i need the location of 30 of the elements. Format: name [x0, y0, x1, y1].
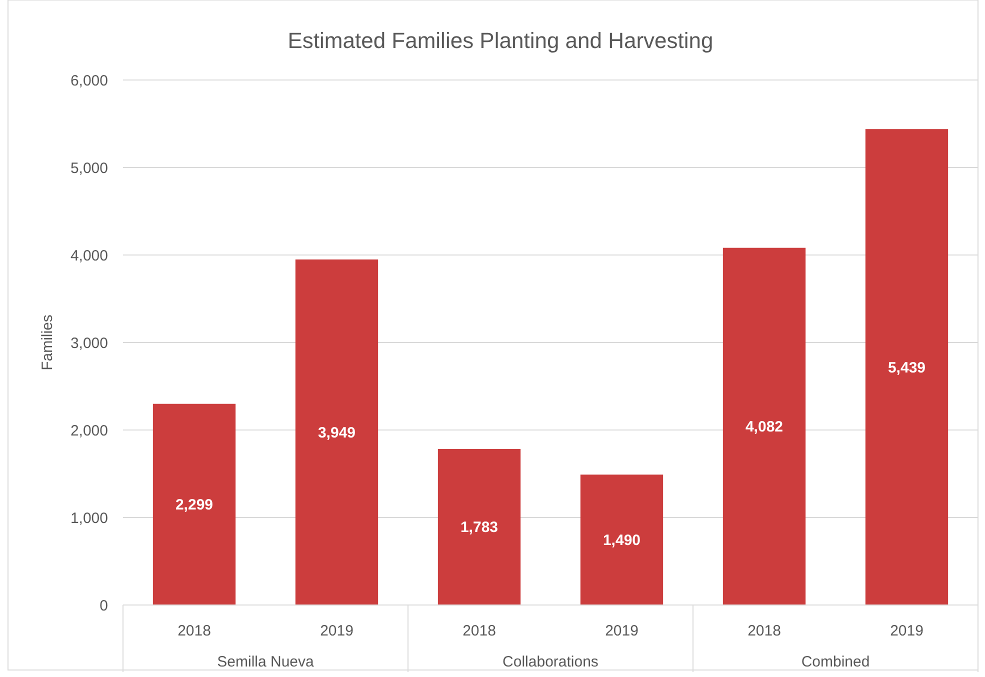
x-tick-label: 2019 — [605, 622, 638, 640]
data-label: 1,783 — [460, 519, 498, 536]
y-tick-label: 1,000 — [70, 510, 108, 527]
bar — [722, 248, 806, 605]
y-tick-label: 5,000 — [70, 160, 108, 177]
x-tick-label: 2019 — [890, 622, 924, 640]
y-tick-label: 3,000 — [70, 334, 108, 352]
bar — [295, 259, 378, 605]
x-tick-label: 2019 — [320, 622, 354, 640]
x-tick-label: 2018 — [178, 622, 211, 640]
bar — [580, 474, 664, 605]
x-tick-label: 2018 — [748, 622, 781, 640]
text: Collaborations — [502, 653, 598, 670]
text: Semilla Nueva — [217, 653, 315, 670]
x-tick-label: 2018 — [462, 622, 496, 640]
bar — [438, 448, 521, 605]
y-tick-label: 4,000 — [70, 247, 108, 264]
data-label: 5,439 — [888, 359, 926, 376]
bar — [152, 404, 236, 605]
data-label: 4,082 — [745, 418, 784, 436]
data-label: 3,949 — [318, 424, 356, 442]
data-label: 1,490 — [602, 532, 641, 550]
y-tick-label: 6,000 — [70, 72, 108, 90]
text: Combined — [801, 653, 870, 670]
y-tick-label: 2,000 — [70, 422, 108, 440]
y-axis-title: Families — [39, 314, 56, 370]
chart-title: Estimated Families Planting and Harvesting — [288, 28, 714, 53]
y-tick-label: 0 — [100, 597, 108, 614]
bar — [865, 129, 948, 605]
data-label: 2,299 — [175, 496, 214, 514]
